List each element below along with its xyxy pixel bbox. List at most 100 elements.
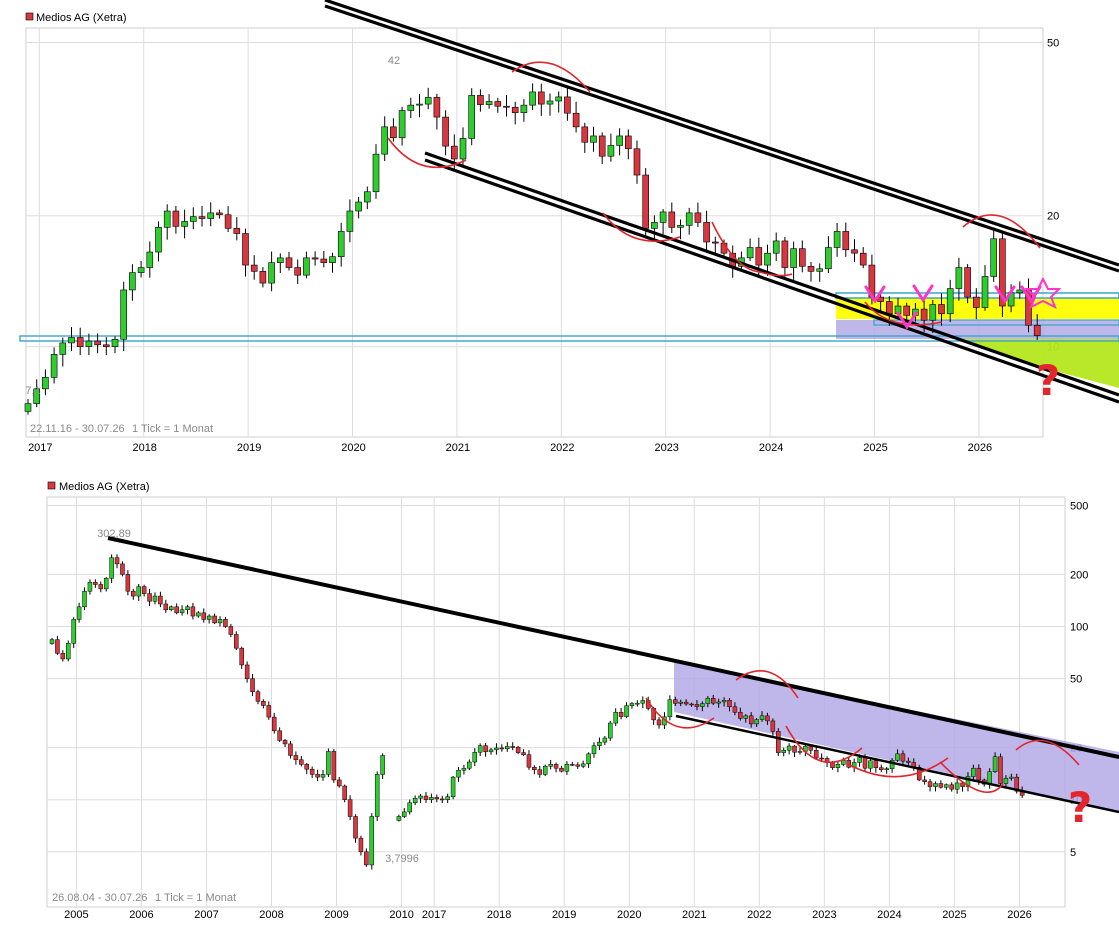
bottom-candle-body (759, 715, 765, 720)
bottom-candle-body (347, 799, 353, 817)
top-candle-body (807, 266, 815, 272)
top-candle-body (511, 106, 519, 113)
top-candle-body (711, 241, 719, 244)
bottom-candle-body (358, 837, 364, 853)
bottom-candle-body (548, 764, 553, 767)
bottom-candle-body (239, 647, 244, 666)
bottom-candle-body (456, 769, 461, 778)
top-annotation-arc-3 (602, 212, 681, 242)
bottom-annotation-arc-2 (735, 670, 799, 699)
bottom-candle-body (597, 741, 602, 746)
top-candle-body (94, 340, 101, 346)
top-candle-body (372, 153, 380, 193)
bottom-candle-body (1014, 776, 1020, 792)
top-candle-body (564, 96, 571, 114)
bottom-candle-body (282, 740, 288, 745)
bottom-candle-body (716, 701, 721, 704)
top-annotation-arc-6 (962, 214, 1041, 249)
top-candle-body (503, 105, 510, 108)
top-candle-body (398, 110, 406, 139)
bottom-candle-body (342, 785, 347, 800)
bottom-trend-line-lower (675, 714, 1119, 814)
top-candle-body (407, 104, 415, 111)
bottom-candle-body (364, 851, 369, 866)
bottom-candle-body (971, 767, 976, 777)
bottom-candle-body (499, 747, 505, 750)
bottom-annotation-arc-6 (1015, 739, 1080, 766)
bottom-candle-body (673, 699, 678, 704)
bottom-candle-body (55, 639, 60, 654)
top-candle-body (946, 288, 954, 315)
bottom-candle-body (488, 749, 494, 753)
bottom-candle-body (938, 783, 944, 788)
bottom-x-tick-label-2017: 2017 (422, 909, 446, 921)
bottom-candle-body (125, 574, 131, 592)
bottom-candle-body (505, 746, 510, 749)
top-low-label: 7,1 (25, 385, 40, 397)
bottom-annotation-arc-3 (785, 725, 863, 764)
top-candle-body (981, 276, 989, 308)
bottom-candle-body (201, 612, 207, 620)
top-candle-body (24, 403, 32, 412)
top-candle-body (546, 100, 554, 105)
bottom-x-tick-label-2018: 2018 (487, 909, 511, 921)
bottom-candle-body (732, 706, 738, 713)
bottom-candle-body (244, 664, 250, 679)
bottom-candle-body (776, 731, 781, 753)
bottom-annotation-arc-1 (645, 697, 715, 729)
bottom-high-label: 302,89 (97, 528, 131, 540)
bottom-x-tick-label-2006: 2006 (129, 909, 153, 921)
bottom-candle-body (949, 784, 954, 790)
top-candle-body (85, 340, 93, 347)
top-candle-body (764, 252, 771, 266)
bottom-candle-body (255, 691, 261, 702)
bottom-candle-body (694, 704, 700, 707)
bottom-candle-body (879, 767, 884, 770)
top-candle-body (651, 222, 658, 229)
top-candle-body (233, 228, 241, 234)
top-candle-body (964, 267, 971, 298)
top-candle-body (50, 354, 58, 378)
bottom-y-tick-label-100: 100 (1070, 622, 1088, 634)
bottom-candle-body (667, 699, 673, 718)
bottom-candle-body (445, 796, 450, 800)
top-annotation-arc-1 (387, 137, 467, 169)
bottom-candle-body (163, 603, 169, 611)
bottom-candle-body (900, 753, 906, 762)
bottom-candle-body (532, 766, 537, 770)
top-x-tick-label-2021: 2021 (446, 442, 470, 454)
bottom-candle-body (158, 595, 163, 605)
bottom-candle-body (629, 703, 635, 706)
bottom-candle-body (315, 774, 320, 778)
bottom-question-mark: ? (1068, 783, 1092, 832)
top-x-tick-label-2018: 2018 (132, 442, 156, 454)
top-candle-body (285, 257, 293, 268)
bottom-y-tick-label-200: 200 (1070, 569, 1088, 581)
top-candle-body (616, 135, 623, 146)
bottom-candle-body (461, 767, 467, 771)
bottom-candle-body (304, 764, 309, 770)
bottom-candle-body (234, 634, 239, 649)
bottom-candle-body (895, 753, 900, 761)
bottom-legend-swatch (47, 481, 56, 490)
bottom-candle-body (515, 746, 521, 753)
top-trend-line-4 (424, 158, 1119, 404)
top-candle-body (311, 257, 319, 260)
top-annotation-arc-5 (864, 301, 943, 326)
bottom-candle-body (575, 764, 580, 767)
bottom-candle-body (277, 730, 282, 741)
top-candle-body (572, 112, 580, 128)
bottom-candle-body (114, 557, 120, 565)
top-candle-body (668, 211, 676, 228)
bottom-candle-body (510, 746, 515, 748)
top-candle-body (642, 174, 650, 229)
bottom-candle-body (412, 797, 418, 804)
top-candle-body (972, 296, 980, 308)
top-candle-body (1033, 324, 1041, 336)
top-candle-body (242, 233, 249, 266)
bottom-candle-body (987, 771, 992, 785)
bottom-candle-body (976, 767, 982, 781)
top-annotation-check-2 (912, 284, 934, 303)
top-candle-body (694, 212, 702, 223)
top-candle-body (346, 210, 354, 232)
